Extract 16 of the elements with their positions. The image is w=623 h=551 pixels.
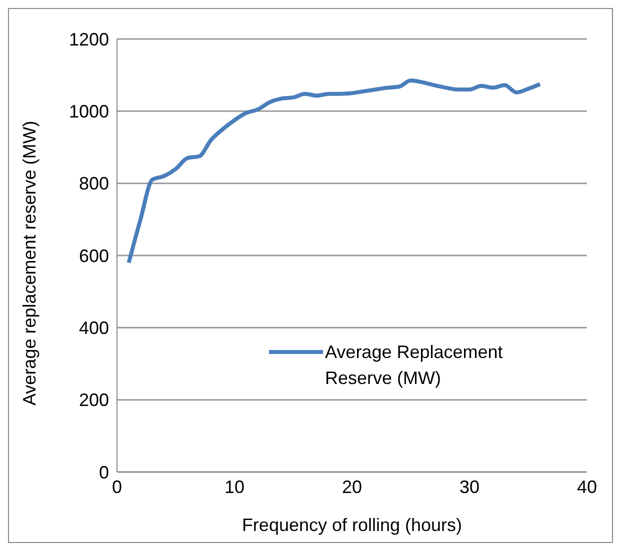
x-axis-title: Frequency of rolling (hours) [242,515,462,535]
y-tick-label: 200 [78,390,109,410]
x-tick-label: 20 [342,476,362,497]
y-tick-label: 800 [78,174,109,194]
x-tick-label: 10 [224,476,245,497]
x-tick-label: 0 [112,476,122,497]
y-tick-label: 400 [78,318,109,338]
x-tick-label: 30 [459,476,480,497]
y-tick-label: 1200 [68,29,109,50]
line-series [126,78,542,265]
y-tick-label: 1000 [68,102,109,122]
y-axis-title: Average replacement reserve (MW) [19,120,40,406]
y-tick-label: 0 [98,462,109,482]
legend-label: Average Replacement Reserve (MW) [325,341,504,390]
x-tick-label: 40 [576,476,598,497]
y-tick-label: 600 [78,246,109,266]
